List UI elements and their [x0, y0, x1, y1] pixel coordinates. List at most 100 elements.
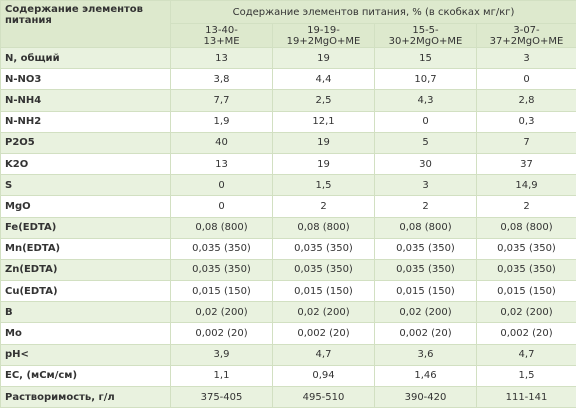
cell: 2	[477, 196, 576, 217]
cell: 15	[375, 48, 477, 69]
column-header-line: 19-19-	[277, 25, 370, 36]
row-label: Mn(EDTA)	[1, 238, 171, 259]
row-label: P2O5	[1, 132, 171, 153]
row-label: Cu(EDTA)	[1, 281, 171, 302]
row-label: EC, (мСм/см)	[1, 365, 171, 386]
cell: 19	[273, 48, 375, 69]
row-label: MgO	[1, 196, 171, 217]
cell: 3,9	[171, 344, 273, 365]
cell: 0,02 (200)	[273, 302, 375, 323]
table-row: Mn(EDTA)0,035 (350)0,035 (350)0,035 (350…	[1, 238, 576, 259]
row-label: Mo	[1, 323, 171, 344]
cell: 0	[477, 69, 576, 90]
cell: 0,035 (350)	[273, 238, 375, 259]
cell: 0,08 (800)	[477, 217, 576, 238]
row-label: B	[1, 302, 171, 323]
cell: 3,8	[171, 69, 273, 90]
row-label: N-NH2	[1, 111, 171, 132]
cell: 1,5	[477, 365, 576, 386]
cell: 0,02 (200)	[375, 302, 477, 323]
cell: 2	[273, 196, 375, 217]
cell: 19	[273, 153, 375, 174]
cell: 1,46	[375, 365, 477, 386]
row-label: Zn(EDTA)	[1, 259, 171, 280]
column-header-line: 30+2MgO+ME	[379, 36, 472, 47]
cell: 0,035 (350)	[375, 238, 477, 259]
cell: 0,035 (350)	[477, 238, 576, 259]
header-group: Содержание элементов питания, % (в скобк…	[171, 1, 576, 24]
column-header: 19-19-19+2MgO+ME	[273, 24, 375, 48]
column-header-line: 3-07-	[481, 25, 572, 36]
cell: 0,035 (350)	[477, 259, 576, 280]
column-header-line: 19+2MgO+ME	[277, 36, 370, 47]
column-header: 15-5-30+2MgO+ME	[375, 24, 477, 48]
cell: 4,4	[273, 69, 375, 90]
cell: 0,94	[273, 365, 375, 386]
table-row: Zn(EDTA)0,035 (350)0,035 (350)0,035 (350…	[1, 259, 576, 280]
cell: 1,5	[273, 175, 375, 196]
cell: 0,02 (200)	[477, 302, 576, 323]
cell: 0,02 (200)	[171, 302, 273, 323]
cell: 0,08 (800)	[375, 217, 477, 238]
cell: 2	[375, 196, 477, 217]
cell: 0,3	[477, 111, 576, 132]
cell: 0,002 (20)	[375, 323, 477, 344]
table-row: Cu(EDTA)0,015 (150)0,015 (150)0,015 (150…	[1, 281, 576, 302]
column-header: 3-07-37+2MgO+ME	[477, 24, 576, 48]
row-label: K2O	[1, 153, 171, 174]
column-header-line: 37+2MgO+ME	[481, 36, 572, 47]
header-label: Содержание элементов питания	[1, 1, 171, 48]
cell: 3	[477, 48, 576, 69]
cell: 14,9	[477, 175, 576, 196]
row-label: N, общий	[1, 48, 171, 69]
cell: 37	[477, 153, 576, 174]
cell: 0,015 (150)	[375, 281, 477, 302]
cell: 0,015 (150)	[477, 281, 576, 302]
cell: 2,5	[273, 90, 375, 111]
column-header: 13-40-13+ME	[171, 24, 273, 48]
cell: 4,7	[273, 344, 375, 365]
cell: 0,08 (800)	[171, 217, 273, 238]
cell: 10,7	[375, 69, 477, 90]
cell: 0,015 (150)	[273, 281, 375, 302]
cell: 12,1	[273, 111, 375, 132]
cell: 4,7	[477, 344, 576, 365]
row-label: Fe(EDTA)	[1, 217, 171, 238]
cell: 495-510	[273, 387, 375, 408]
table-row: Fe(EDTA)0,08 (800)0,08 (800)0,08 (800)0,…	[1, 217, 576, 238]
row-label: N-NO3	[1, 69, 171, 90]
cell: 7,7	[171, 90, 273, 111]
cell: 0	[375, 111, 477, 132]
cell: 0,002 (20)	[171, 323, 273, 344]
cell: 1,1	[171, 365, 273, 386]
cell: 30	[375, 153, 477, 174]
cell: 0,015 (150)	[171, 281, 273, 302]
cell: 0,035 (350)	[375, 259, 477, 280]
row-label: S	[1, 175, 171, 196]
cell: 13	[171, 153, 273, 174]
cell: 7	[477, 132, 576, 153]
cell: 0,08 (800)	[273, 217, 375, 238]
row-label: pH<	[1, 344, 171, 365]
cell: 111-141	[477, 387, 576, 408]
cell: 0	[171, 196, 273, 217]
cell: 0,035 (350)	[171, 259, 273, 280]
cell: 3,6	[375, 344, 477, 365]
row-label: Растворимость, г/л	[1, 387, 171, 408]
cell: 0,035 (350)	[171, 238, 273, 259]
row-label: N-NH4	[1, 90, 171, 111]
cell: 4,3	[375, 90, 477, 111]
cell: 0,035 (350)	[273, 259, 375, 280]
